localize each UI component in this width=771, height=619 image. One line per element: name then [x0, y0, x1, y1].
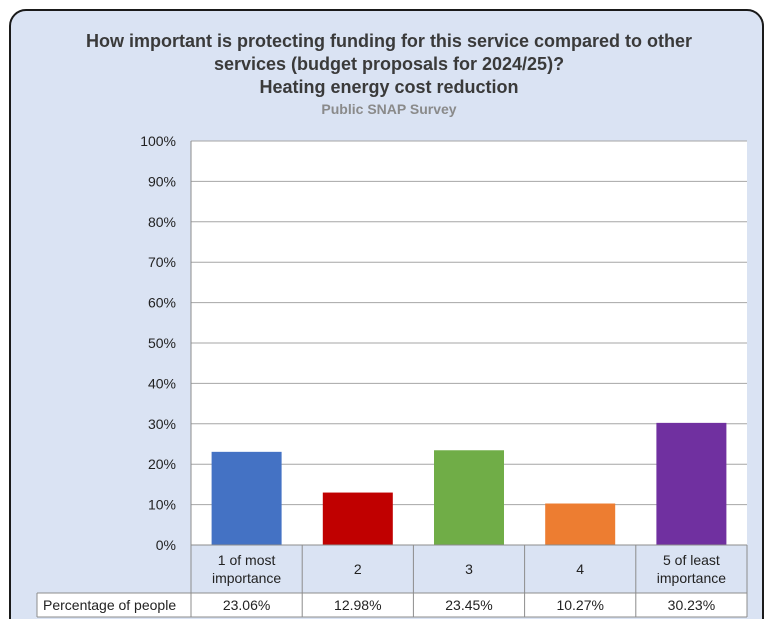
- y-tick-label: 50%: [148, 335, 176, 351]
- y-tick-label: 0%: [156, 537, 176, 553]
- table-category-row: [191, 545, 747, 593]
- title-line-3: Heating energy cost reduction: [259, 77, 518, 97]
- series-name-label: Percentage of people: [43, 597, 176, 613]
- y-tick-label: 90%: [148, 173, 176, 189]
- bar: [434, 450, 504, 545]
- category-label: 5 of least: [663, 552, 720, 568]
- bar: [211, 451, 282, 545]
- title-line-2: services (budget proposals for 2024/25)?: [214, 54, 564, 74]
- bar: [322, 492, 393, 545]
- y-tick-label: 80%: [148, 214, 176, 230]
- value-label: 10.27%: [556, 597, 603, 613]
- value-label: 23.06%: [223, 597, 270, 613]
- title-line-1: How important is protecting funding for …: [86, 31, 692, 51]
- y-tick-label: 70%: [148, 254, 176, 270]
- value-label: 30.23%: [668, 597, 715, 613]
- bar: [545, 503, 616, 545]
- y-tick-label: 10%: [148, 497, 176, 513]
- bar: [656, 422, 727, 545]
- category-label: 1 of most: [218, 552, 276, 568]
- y-tick-label: 20%: [148, 456, 176, 472]
- bars: [211, 422, 727, 545]
- y-tick-label: 40%: [148, 375, 176, 391]
- y-tick-label: 60%: [148, 295, 176, 311]
- table-value-row: [37, 593, 747, 617]
- category-label: importance: [212, 570, 281, 586]
- data-table: 1 of most importance 2 3 4 5 of least importan…: [36, 141, 748, 618]
- category-label: importance: [657, 570, 726, 586]
- category-label: 3: [465, 561, 473, 577]
- category-label: 2: [354, 561, 362, 577]
- chart-subtitle: Public SNAP Survey: [321, 101, 456, 117]
- category-label: 4: [576, 561, 584, 577]
- value-label: 12.98%: [334, 597, 381, 613]
- y-axis: 0% 10% 20% 30% 40% 50% 60% 70% 80% 90% 100%: [140, 133, 176, 553]
- chart-title: How important is protecting funding for …: [86, 31, 692, 97]
- y-tick-label: 30%: [148, 416, 176, 432]
- value-label: 23.45%: [445, 597, 492, 613]
- y-tick-label: 100%: [140, 133, 176, 149]
